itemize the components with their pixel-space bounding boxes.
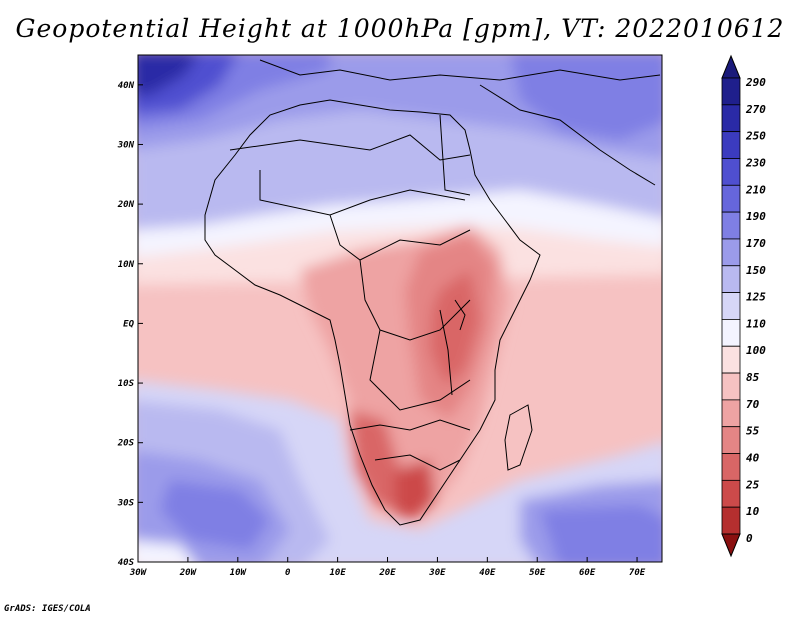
lon-tick-label: 10E xyxy=(329,568,346,578)
colorbar-label: 10 xyxy=(746,505,760,518)
colorbar-segment xyxy=(721,319,741,347)
lon-tick-label: 70E xyxy=(629,568,646,578)
colorbar-segment xyxy=(721,238,741,267)
lat-tick-label: 40S xyxy=(118,558,135,568)
colorbar-segment xyxy=(721,77,741,106)
lat-tick-label: 10N xyxy=(118,260,135,270)
lat-tick-label: 30N xyxy=(117,140,135,150)
lat-tick-label: 20S xyxy=(117,439,135,449)
colorbar-segment xyxy=(721,104,741,133)
coastlines xyxy=(204,59,661,526)
colorbar-label: 150 xyxy=(746,264,766,277)
colorbar: 2902702502302101901701501251101008570554… xyxy=(721,54,766,558)
colorbar-label: 125 xyxy=(746,291,766,304)
colorbar-segment xyxy=(721,426,741,454)
lat-tick-label: 40N xyxy=(118,81,135,91)
colorbar-top-arrow xyxy=(721,54,741,79)
lon-tick-label: 50E xyxy=(529,568,546,578)
colorbar-label: 100 xyxy=(746,344,766,357)
colorbar-segment xyxy=(721,292,741,320)
colorbar-segment xyxy=(721,211,741,240)
colorbar-segment xyxy=(721,399,741,428)
colorbar-label: 210 xyxy=(745,183,766,196)
lat-tick-label: EQ xyxy=(123,319,134,329)
colorbar-segment xyxy=(721,345,741,374)
colorbar-label: 270 xyxy=(745,103,766,116)
colorbar-label: 40 xyxy=(746,452,760,465)
lat-tick-label: 30S xyxy=(117,498,135,508)
height-field xyxy=(138,55,662,562)
lon-tick-label: 10W xyxy=(230,568,248,578)
colorbar-segment xyxy=(721,506,741,535)
colorbar-segment xyxy=(721,479,741,508)
colorbar-label: 70 xyxy=(746,398,760,411)
colorbar-label: 110 xyxy=(746,317,766,330)
lon-tick-label: 40E xyxy=(479,568,496,578)
colorbar-label: 25 xyxy=(745,478,760,491)
colorbar-label: 85 xyxy=(746,371,760,384)
grads-credit: GrADS: IGES/COLA xyxy=(4,604,91,614)
colorbar-segment xyxy=(721,184,741,213)
lon-tick-label: 20E xyxy=(378,568,396,578)
colorbar-segment xyxy=(721,453,741,481)
colorbar-label: 250 xyxy=(745,130,766,143)
lat-tick-label: 20N xyxy=(117,200,135,210)
latitude-axis: 40N 30N 20N 10N EQ 10S 20S 30S 40S xyxy=(117,81,143,568)
colorbar-segment xyxy=(721,265,741,293)
lat-tick-label: 10S xyxy=(118,379,135,389)
lon-tick-label: 20W xyxy=(179,568,198,578)
map-title: Geopotential Height at 1000hPa [gpm], VT… xyxy=(15,14,785,43)
plot-frame xyxy=(137,54,663,563)
lon-tick-label: 30W xyxy=(129,568,148,578)
lon-tick-label: 30E xyxy=(428,568,446,578)
colorbar-segment xyxy=(721,372,741,401)
colorbar-segment xyxy=(721,131,741,159)
longitude-axis: 30W 20W 10W 0 10E 20E 30E 40E 50E 60E 70E xyxy=(129,557,646,578)
colorbar-label: 170 xyxy=(746,237,766,250)
colorbar-label: 190 xyxy=(746,210,766,223)
lon-tick-label: 60E xyxy=(579,568,596,578)
colorbar-segment xyxy=(721,158,741,186)
colorbar-label: 0 xyxy=(746,532,753,545)
colorbar-label: 290 xyxy=(745,76,766,89)
colorbar-label: 230 xyxy=(745,156,766,169)
colorbar-bottom-arrow xyxy=(721,533,741,558)
colorbar-label: 55 xyxy=(746,425,760,438)
lon-tick-label: 0 xyxy=(285,568,291,578)
